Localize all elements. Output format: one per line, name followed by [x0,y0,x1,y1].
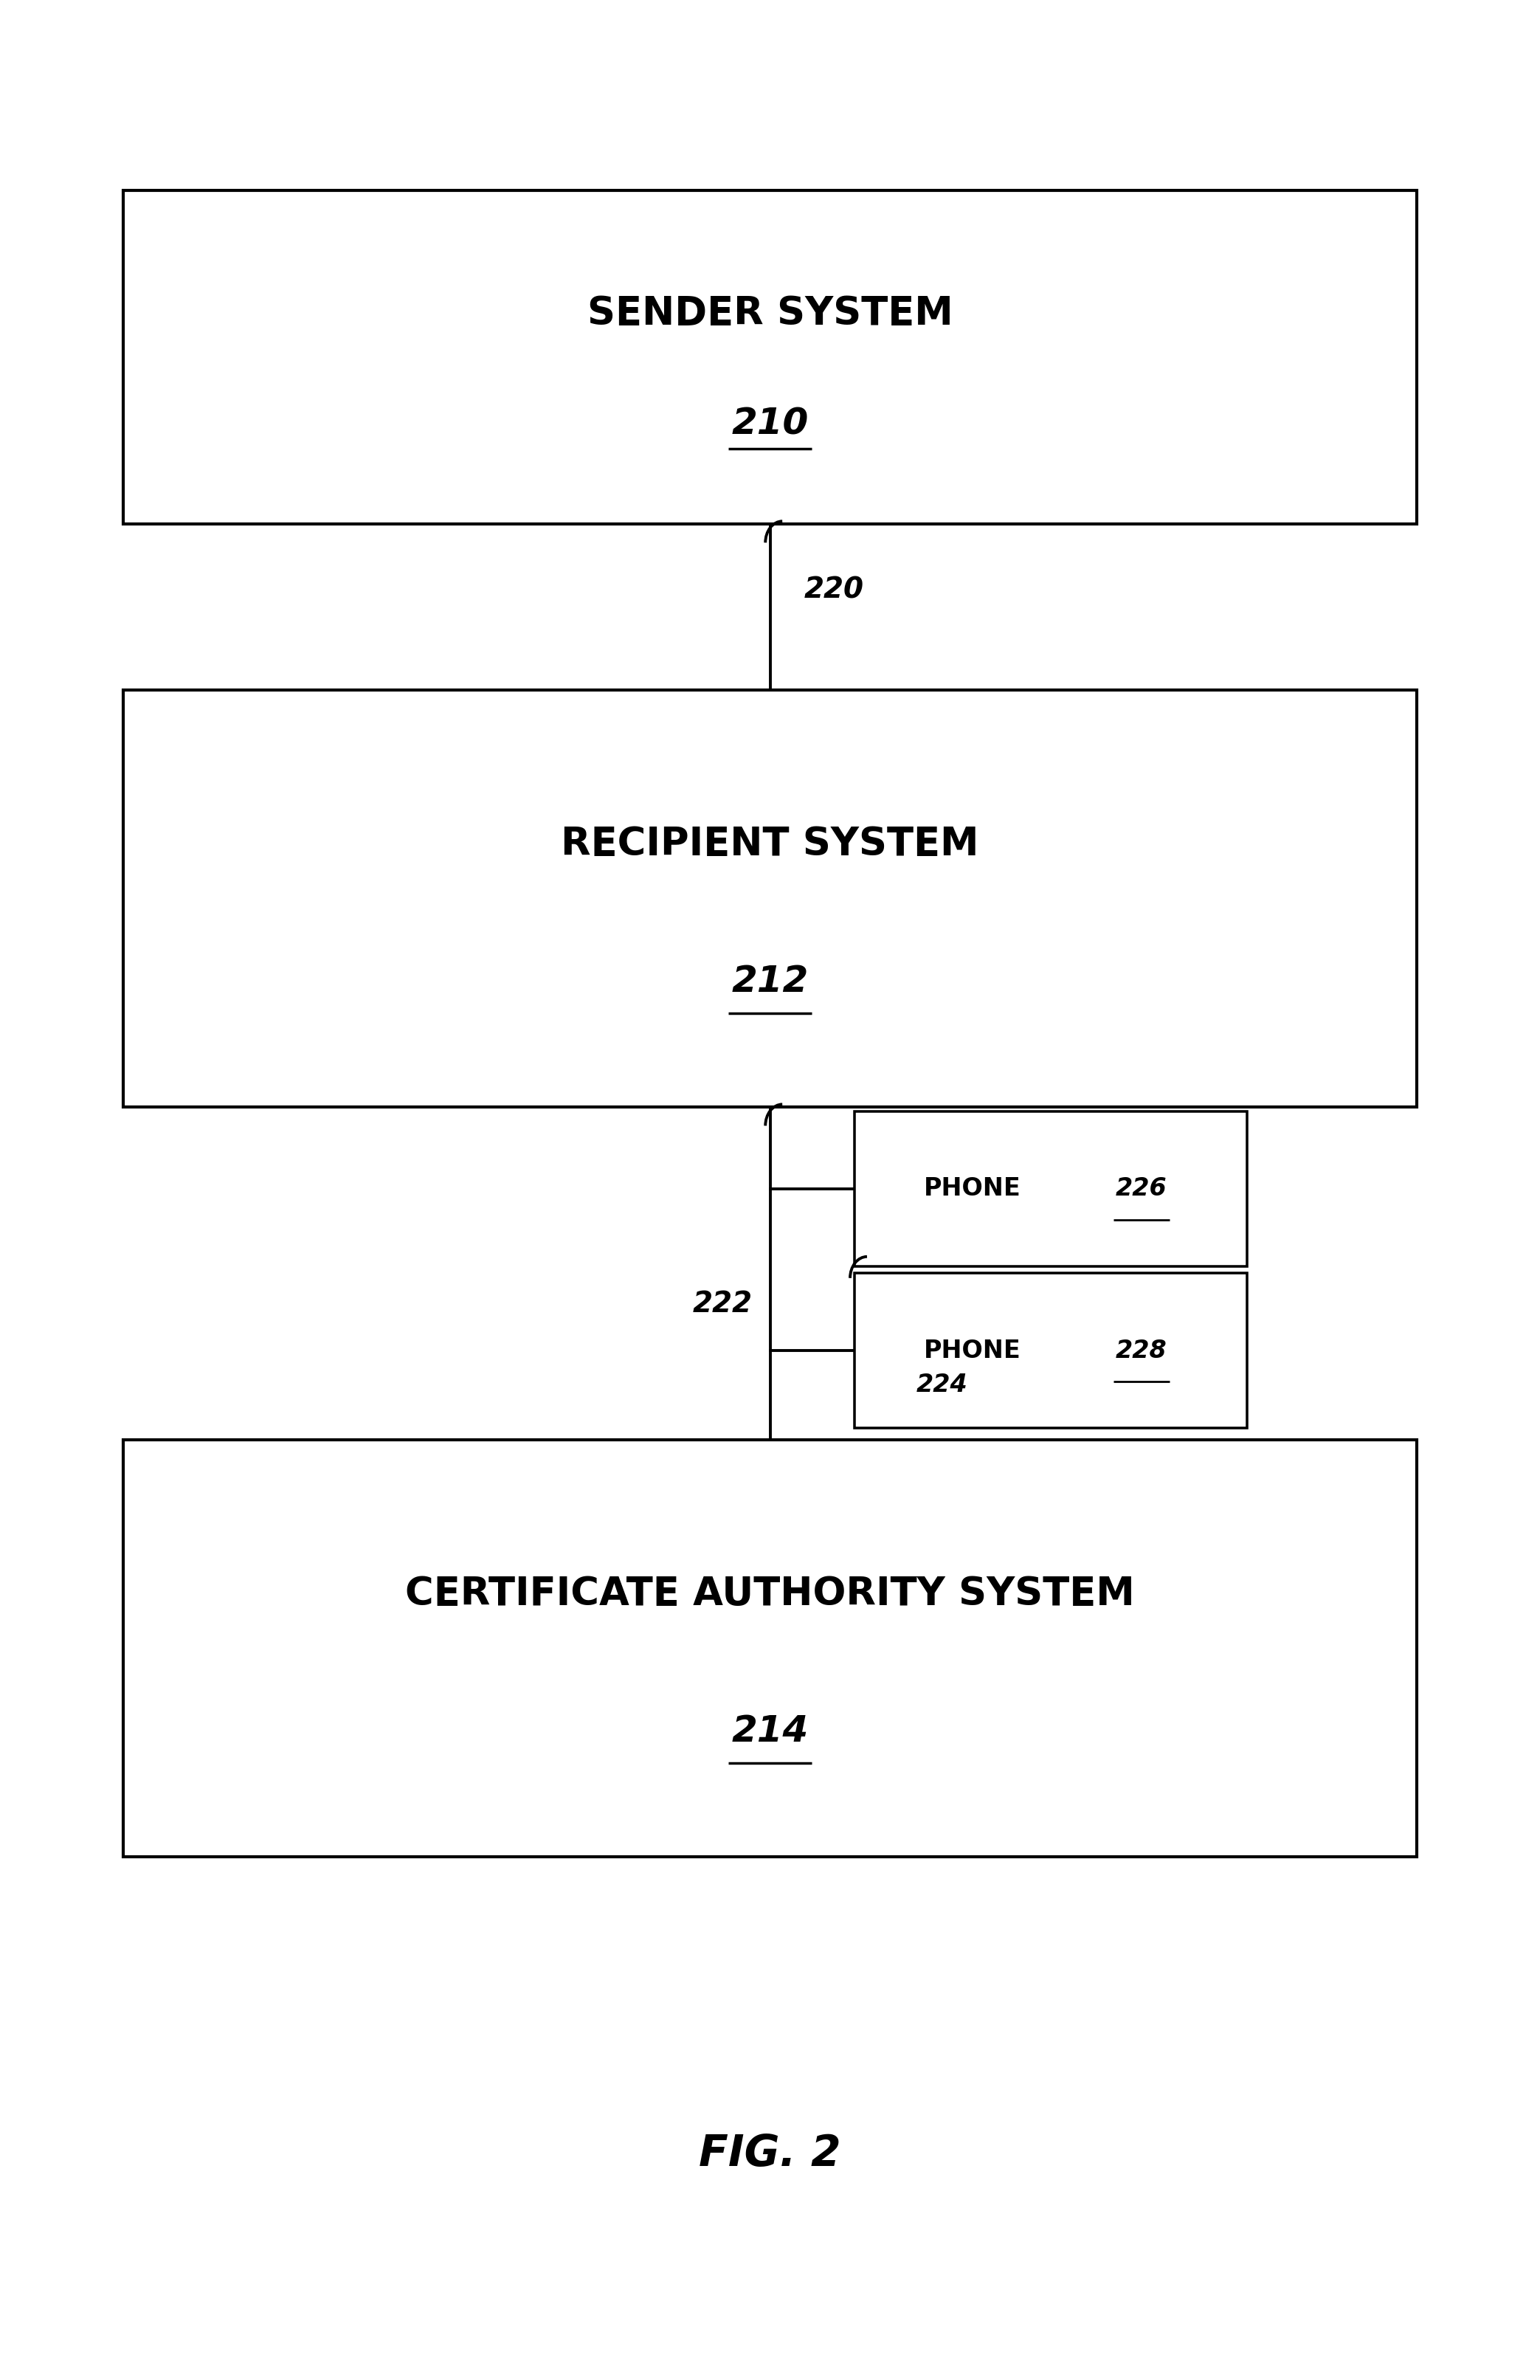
Text: 228: 228 [1115,1338,1167,1364]
Bar [123,1440,1417,1856]
Text: CERTIFICATE AUTHORITY SYSTEM: CERTIFICATE AUTHORITY SYSTEM [405,1576,1135,1614]
Text: 226: 226 [1115,1176,1167,1202]
Text: 222: 222 [693,1290,753,1319]
Bar [855,1111,1247,1266]
Text: RECIPIENT SYSTEM: RECIPIENT SYSTEM [561,826,979,864]
Text: 214: 214 [732,1714,808,1749]
Text: 212: 212 [732,964,808,1000]
Text: PHONE: PHONE [924,1176,1021,1202]
Bar [123,690,1417,1107]
Text: FIG. 2: FIG. 2 [699,2132,841,2175]
Text: 224: 224 [916,1373,967,1397]
Text: 220: 220 [804,576,864,605]
Text: 210: 210 [732,407,808,440]
Text: SENDER SYSTEM: SENDER SYSTEM [587,295,953,333]
Bar [123,190,1417,524]
Text: PHONE: PHONE [924,1338,1021,1364]
Bar [855,1273,1247,1428]
